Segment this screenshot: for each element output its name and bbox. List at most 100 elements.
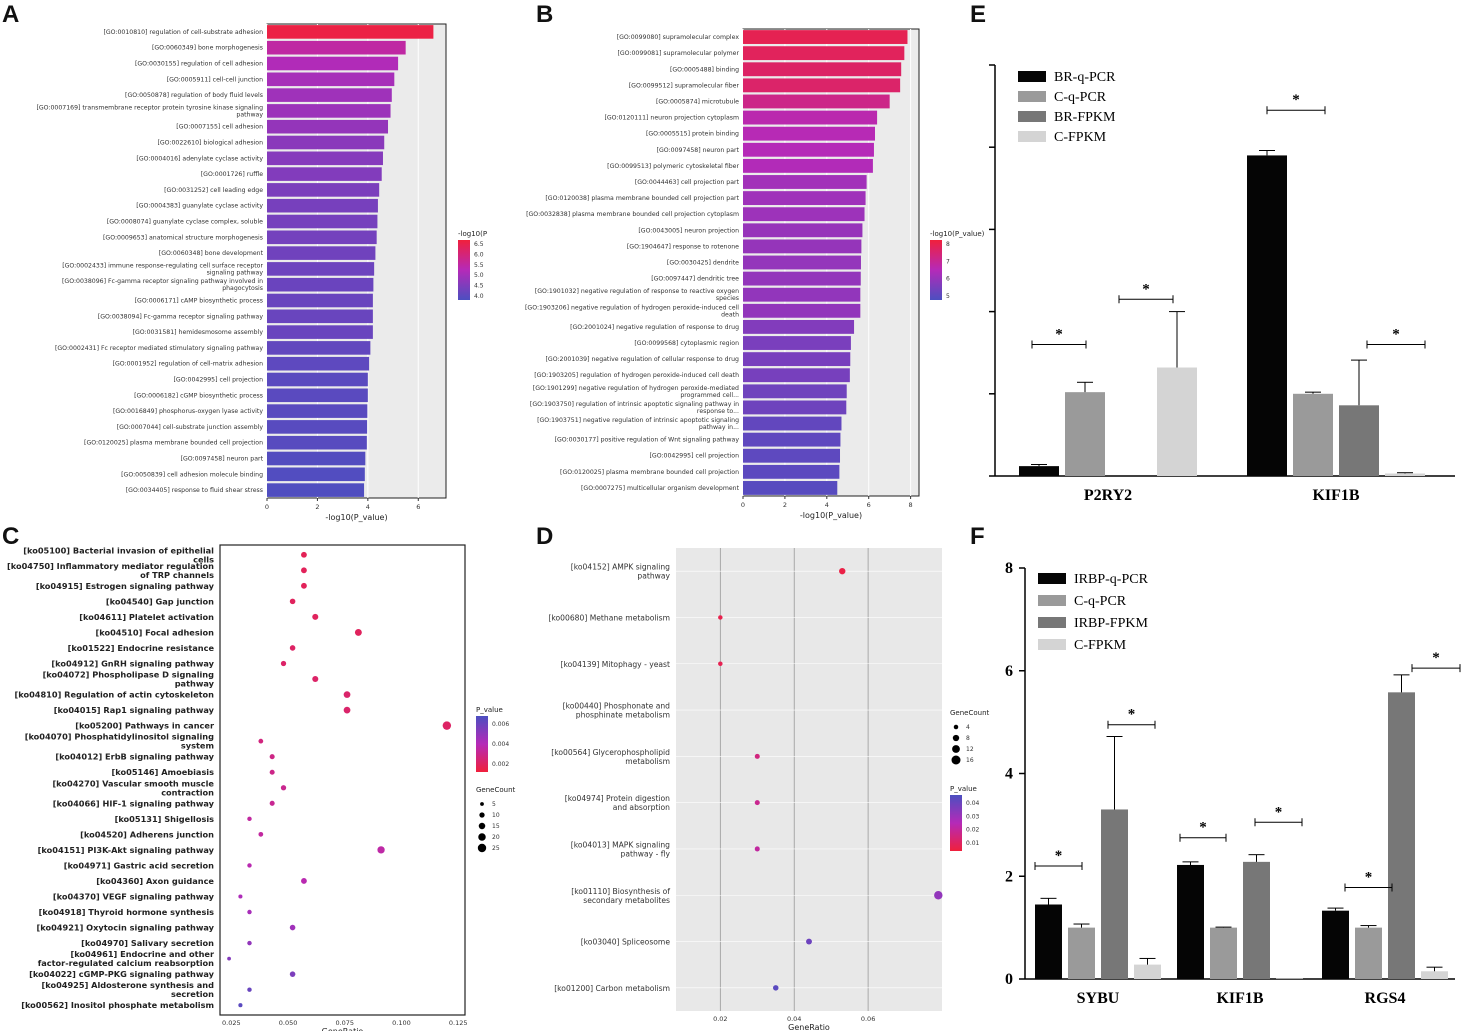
category-label-line: [GO:0002431] Fc receptor mediated stimul… xyxy=(55,345,263,352)
x-axis-title: -log10(P_value) xyxy=(325,513,387,522)
category-label-line: [GO:0097458] neuron part xyxy=(181,456,264,463)
category-label: KIF1B xyxy=(1216,990,1263,1007)
category-label-line: pathway xyxy=(236,111,263,118)
significance-star: * xyxy=(1128,707,1136,723)
category-label-line: [ko01522] Endocrine resistance xyxy=(68,643,215,653)
category-label-line: [GO:0007044] cell-substrate junction ass… xyxy=(117,424,264,431)
category-label: [GO:2001024] negative regulation of resp… xyxy=(570,324,739,331)
category-label: [ko04072] Phospholipase D signaling pathw… xyxy=(43,670,215,689)
bar xyxy=(267,88,392,102)
plot-background xyxy=(219,544,466,1016)
panel-letter-d: D xyxy=(536,523,553,550)
bar xyxy=(743,110,878,125)
size-legend-label: 25 xyxy=(492,845,500,852)
category-label: [GO:0044463] cell projection part xyxy=(635,179,740,186)
category-label: [ko04971] Gastric acid secretion xyxy=(64,860,214,870)
category-label-line: [ko00564] Glycerophospholipid xyxy=(551,748,670,757)
color-legend-tick: 0.006 xyxy=(492,721,509,728)
bar xyxy=(743,448,841,463)
category-label-line: [GO:0030177] positive regulation of Wnt … xyxy=(555,437,740,444)
data-point xyxy=(247,816,252,822)
category-label-line: [GO:0010810] regulation of cell-substrat… xyxy=(103,29,263,36)
bar xyxy=(743,46,905,61)
bar xyxy=(267,467,365,482)
category-label-line: [GO:0005515] protein binding xyxy=(646,131,739,138)
category-label: [GO:0004016] adenylate cyclase activity xyxy=(136,155,263,162)
size-legend-dot xyxy=(952,734,960,742)
category-label: [ko04974] Protein digestion and absorptio… xyxy=(565,794,670,812)
size-legend-dot xyxy=(480,802,484,806)
significance-star: * xyxy=(1365,870,1373,886)
category-label: [GO:0120025] plasma membrane bounded cel… xyxy=(560,469,739,476)
significance-star: * xyxy=(1142,281,1150,297)
panel-letter-e: E xyxy=(970,1,986,28)
category-label: [GO:0022610] biological adhesion xyxy=(157,140,263,147)
category-label-line: pathway xyxy=(637,572,670,581)
x-tick-label: 2 xyxy=(783,501,787,509)
category-label: [ko04540] Gap junction xyxy=(106,596,214,606)
category-label-line: [ko04974] Protein digestion xyxy=(565,794,670,803)
panel-letter-c: C xyxy=(2,523,19,550)
category-label: [GO:0001726] ruffle xyxy=(201,171,263,178)
panel-a-go-bar-chart: [GO:0010810] regulation of cell-substrat… xyxy=(36,23,487,522)
category-label: [ko00564] Glycerophospholipid metabolism xyxy=(551,748,670,766)
category-label-line: [ko04810] Regulation of actin cytoskelet… xyxy=(15,690,215,700)
legend-label: IRBP-FPKM xyxy=(1074,616,1148,631)
category-label-line: [GO:0002433] immune response-regulating … xyxy=(62,262,263,269)
category-label: [GO:0038094] Fc-gamma receptor signaling… xyxy=(98,313,264,320)
x-axis-title: -log10(P_value) xyxy=(800,511,862,520)
category-label: [ko04925] Aldosterone synthesis and secre… xyxy=(42,980,215,999)
category-label: [ko04152] AMPK signaling pathway xyxy=(571,563,671,581)
panel-letter-b: B xyxy=(536,1,553,28)
category-label-line: [GO:0099081] supramolecular polymer xyxy=(617,50,739,57)
legend-label: BR-q-PCR xyxy=(1054,70,1116,85)
category-label: [GO:0005515] protein binding xyxy=(646,131,739,138)
data-point xyxy=(289,645,296,651)
category-label-line: [GO:0050839] cell adhesion molecule bind… xyxy=(121,471,263,478)
category-label: [ko04151] PI3K-Akt signaling pathway xyxy=(38,845,215,855)
data-point xyxy=(258,831,264,837)
bar xyxy=(1322,910,1349,979)
category-label-line: [GO:0099568] cytoplasmic region xyxy=(634,340,739,347)
category-label: [GO:0001952] regulation of cell-matrix a… xyxy=(113,361,264,368)
bar xyxy=(267,135,385,150)
bar xyxy=(1101,809,1128,979)
category-label: [ko00562] Inositol phosphate metabolism xyxy=(21,1000,214,1010)
category-label-line: [GO:0006182] cGMP biosynthetic process xyxy=(134,392,263,399)
data-point xyxy=(269,754,275,760)
category-label-line: [ko04015] Rap1 signaling pathway xyxy=(54,705,215,715)
data-point xyxy=(238,894,243,899)
category-label-line: [ko05146] Amoebiasis xyxy=(112,767,215,777)
panel-b-go-bar-chart: [GO:0099080] supramolecular complex [GO:0… xyxy=(525,28,985,520)
category-label: [GO:0099081] supramolecular polymer xyxy=(617,50,739,57)
data-point xyxy=(312,676,319,683)
bar xyxy=(743,319,855,334)
bar xyxy=(267,151,383,166)
category-label-line: [ko04918] Thyroid hormone synthesis xyxy=(39,907,214,917)
legend-swatch xyxy=(1018,91,1046,102)
category-label-line: [ko04270] Vascular smooth muscle xyxy=(52,778,214,788)
category-label: [GO:0006171] cAMP biosynthetic process xyxy=(135,298,263,305)
bar xyxy=(267,451,366,466)
bar xyxy=(267,483,365,497)
x-tick-label: 4 xyxy=(366,503,370,511)
x-tick-label: 6 xyxy=(867,501,871,509)
category-label: [GO:0007155] cell adhesion xyxy=(176,124,263,131)
category-label: [ko04070] Phosphatidylinositol signaling… xyxy=(25,732,214,751)
category-label-line: [ko03040] Spliceosome xyxy=(581,938,671,947)
category-label: [GO:0099513] polymeric cytoskeletal fibe… xyxy=(607,163,739,170)
category-label: [GO:0032838] plasma membrane bounded cel… xyxy=(526,211,739,218)
category-label: [GO:0097447] dendritic tree xyxy=(651,276,739,283)
bar xyxy=(743,223,863,238)
category-label-line: [GO:0031252] cell leading edge xyxy=(164,187,263,194)
x-axis-title: GeneRatio xyxy=(322,1027,364,1031)
category-label-line: [ko04066] HIF-1 signaling pathway xyxy=(53,798,215,808)
color-legend-title: P_value xyxy=(950,785,977,793)
category-label-line: species xyxy=(716,295,739,302)
category-label: [GO:0120111] neuron projection cytoplasm xyxy=(604,115,739,122)
bar xyxy=(267,230,377,245)
legend-swatch xyxy=(1018,111,1046,122)
data-point xyxy=(754,800,760,806)
size-legend-label: 12 xyxy=(966,746,974,753)
color-legend-bar xyxy=(476,716,488,772)
